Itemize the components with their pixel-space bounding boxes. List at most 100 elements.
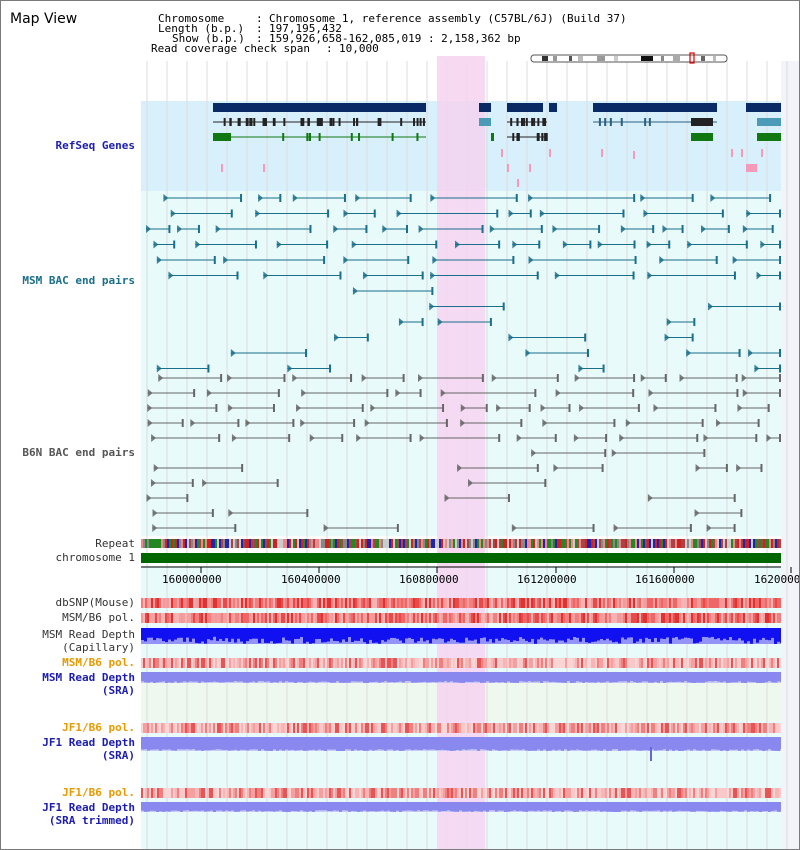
track-label-dbsnp[interactable]: dbSNP(Mouse): [55, 596, 135, 609]
jf1-pol-strip: [343, 723, 345, 733]
jf1-pol-strip-2: [559, 788, 561, 798]
msm-pol-strip: [547, 613, 549, 623]
jf1-depth-trimmed-dip: [684, 810, 687, 812]
repeat-segment: [619, 539, 621, 548]
track-label-jf1-depth-2[interactable]: JF1 Read Depth: [42, 801, 135, 814]
track-label-msm-depth-capillary[interactable]: MSM Read Depth: [42, 628, 135, 641]
repeat-segment: [163, 539, 165, 548]
jf1-depth-sra-dip: [660, 750, 663, 751]
repeat-segment: [303, 539, 305, 548]
track-label-jf1-pol-1[interactable]: JF1/B6 pol.: [62, 721, 135, 734]
msm-depth-sra-dip: [174, 681, 177, 683]
msm-depth-capillary-dip: [492, 642, 495, 644]
msm-pol-sra-strip: [699, 658, 701, 668]
jf1-pol-strip-2: [445, 788, 447, 798]
track-label-msm-b6-pol-sra[interactable]: MSM/B6 pol.: [62, 656, 135, 669]
jf1-depth-trimmed-dip: [309, 810, 312, 812]
msm-pol-sra-strip: [473, 658, 475, 668]
jf1-pol-strip-2: [617, 788, 619, 798]
jf1-depth-trimmed-dip: [423, 810, 426, 812]
dbsnp-strip: [305, 598, 307, 608]
jf1-pol-strip-2: [477, 788, 479, 798]
gene-exon: [229, 118, 232, 126]
jf1-pol-strip: [775, 723, 777, 733]
jf1-pol-strip: [287, 723, 289, 733]
dbsnp-strip: [575, 598, 577, 608]
repeat-segment: [603, 539, 605, 548]
msm-bac-pair-end: [343, 209, 349, 218]
jf1-depth-sra-dip: [747, 749, 750, 751]
msm-depth-capillary-dip: [270, 641, 273, 644]
ideogram-band: [542, 56, 548, 61]
jf1-pol-strip-2: [427, 788, 429, 798]
msm-pol-strip: [305, 613, 307, 623]
repeat-segment: [363, 539, 365, 548]
msm-depth-sra-dip: [687, 682, 690, 683]
msm-bac-pair-end: [173, 240, 176, 249]
track-label-jf1-pol-2[interactable]: JF1/B6 pol.: [62, 786, 135, 799]
jf1-pol-strip: [685, 723, 687, 733]
dbsnp-strip: [595, 598, 597, 608]
jf1-pol-strip-2: [181, 788, 183, 798]
msm-pol-strip: [663, 613, 665, 623]
jf1-pol-strip-2: [333, 788, 335, 798]
jf1-pol-strip: [311, 723, 313, 733]
dbsnp-strip: [367, 598, 369, 608]
dbsnp-strip: [283, 598, 285, 608]
dbsnp-strip: [693, 598, 695, 608]
msm-pol-sra-strip: [459, 658, 461, 668]
dbsnp-strip: [243, 598, 245, 608]
msm-pol-sra-strip: [605, 658, 607, 668]
msm-pol-sra-strip: [595, 658, 597, 668]
repeat-segment: [533, 539, 535, 548]
jf1-pol-strip: [279, 723, 281, 733]
track-label-repeat[interactable]: Repeat: [95, 537, 135, 550]
msm-depth-capillary-dip: [516, 641, 519, 644]
repeat-segment: [201, 539, 203, 548]
msm-pol-sra-strip: [765, 658, 767, 668]
msm-bac-pair-end: [779, 256, 781, 264]
track-label-chromosome[interactable]: chromosome 1: [55, 551, 135, 564]
dbsnp-strip: [717, 598, 719, 608]
jf1-pol-strip-2: [729, 788, 731, 798]
track-label-refseq[interactable]: RefSeq Genes: [55, 139, 135, 152]
track-label-msm-b6-pol[interactable]: MSM/B6 pol.: [62, 611, 135, 624]
msm-pol-sra-strip: [647, 658, 649, 668]
jf1-pol-strip: [389, 723, 391, 733]
dbsnp-strip: [459, 598, 461, 608]
track-label-b6n-bac[interactable]: B6N BAC end pairs: [22, 446, 135, 459]
msm-pol-strip: [355, 613, 357, 623]
gene-marker: [517, 179, 519, 187]
track-label-msm-bac[interactable]: MSM BAC end pairs: [22, 274, 135, 287]
track-label-jf1-depth-1[interactable]: JF1 Read Depth: [42, 736, 135, 749]
jf1-pol-strip: [753, 723, 755, 733]
msm-depth-capillary-dip: [426, 640, 429, 644]
jf1-depth-trimmed-dip: [585, 810, 588, 812]
dbsnp-strip: [423, 598, 425, 608]
jf1-depth-trimmed-dip: [165, 811, 168, 812]
b6n-bac-pair-end: [520, 419, 523, 427]
msm-pol-strip: [219, 613, 221, 623]
msm-pol-sra-strip: [153, 658, 155, 668]
track-label-msm-depth-sra[interactable]: MSM Read Depth: [42, 671, 135, 684]
msm-pol-strip: [703, 613, 705, 623]
jf1-depth-sra-dip: [753, 749, 756, 751]
b6n-bac-pair-end: [716, 419, 722, 427]
jf1-depth-sra-dip: [327, 749, 330, 751]
jf1-pol-strip: [183, 723, 185, 733]
ideogram-band: [597, 56, 605, 61]
msm-depth-capillary-dip: [567, 638, 570, 644]
jf1-pol-strip-2: [255, 788, 257, 798]
msm-pol-sra-strip: [737, 658, 739, 668]
msm-pol-sra-strip: [281, 658, 283, 668]
dbsnp-strip: [389, 598, 391, 608]
jf1-depth-sra-dip: [297, 750, 300, 751]
jf1-pol-strip: [567, 723, 569, 733]
msm-pol-strip: [167, 613, 169, 623]
jf1-pol-strip: [643, 723, 645, 733]
dbsnp-strip: [663, 598, 665, 608]
jf1-depth-sra-dip: [486, 750, 489, 751]
jf1-pol-strip-2: [715, 788, 717, 798]
jf1-pol-strip: [541, 723, 543, 733]
